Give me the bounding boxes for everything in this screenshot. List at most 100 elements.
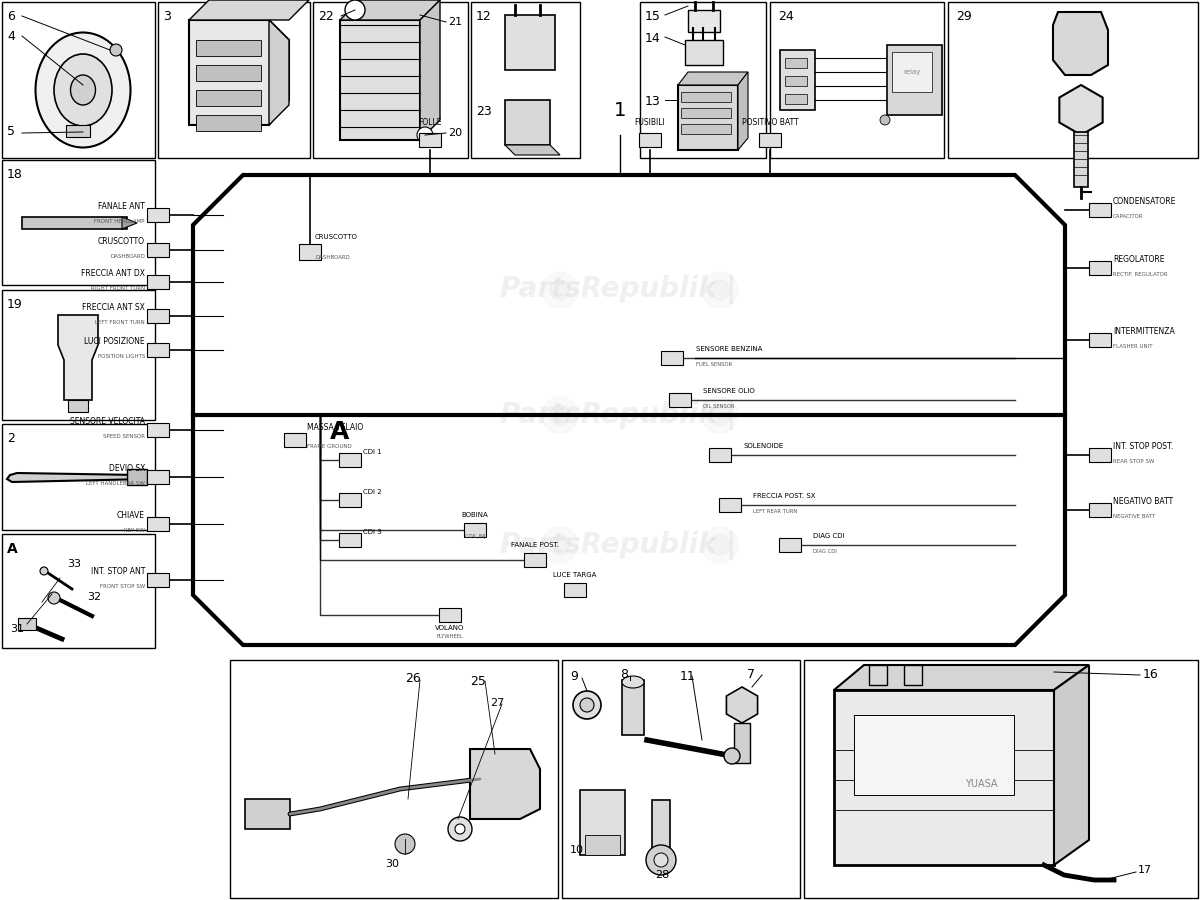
Bar xyxy=(196,115,262,131)
Text: 20: 20 xyxy=(448,128,462,138)
Text: SENSORE OLIO: SENSORE OLIO xyxy=(703,388,755,394)
Bar xyxy=(682,92,731,102)
Text: INT. STOP POST.: INT. STOP POST. xyxy=(1114,442,1174,451)
Circle shape xyxy=(448,817,472,841)
Bar xyxy=(892,52,932,92)
Text: 11: 11 xyxy=(680,670,696,683)
Bar xyxy=(2,160,155,285)
Polygon shape xyxy=(738,72,748,150)
Circle shape xyxy=(346,0,365,20)
Bar xyxy=(688,10,720,32)
Text: BOBINA: BOBINA xyxy=(462,512,488,518)
Text: 21: 21 xyxy=(448,17,462,27)
Polygon shape xyxy=(834,665,1090,690)
Bar xyxy=(804,660,1198,898)
Bar xyxy=(760,133,781,147)
Text: 16: 16 xyxy=(1142,668,1159,681)
Text: 26: 26 xyxy=(406,672,421,685)
Text: LEFT FRONT TURN: LEFT FRONT TURN xyxy=(95,320,145,325)
Text: NEGATIVO BATT: NEGATIVO BATT xyxy=(1114,497,1174,506)
Bar xyxy=(661,351,683,365)
Text: 32: 32 xyxy=(88,592,101,602)
Text: LUCE TARGA: LUCE TARGA xyxy=(553,572,596,578)
Bar xyxy=(148,343,169,357)
Text: POSITION LIGHTS: POSITION LIGHTS xyxy=(97,354,145,359)
Bar xyxy=(419,133,442,147)
Bar xyxy=(785,94,808,104)
Bar xyxy=(299,244,322,260)
Bar xyxy=(340,493,361,507)
Bar xyxy=(1090,203,1111,217)
Bar xyxy=(148,517,169,531)
Circle shape xyxy=(542,527,578,563)
Bar xyxy=(66,125,90,137)
Text: 4: 4 xyxy=(7,30,14,43)
Circle shape xyxy=(646,845,676,875)
Bar xyxy=(439,608,461,622)
Text: 17: 17 xyxy=(1138,865,1152,875)
Text: FRECCIA ANT SX: FRECCIA ANT SX xyxy=(82,303,145,312)
Polygon shape xyxy=(190,0,310,20)
Text: DASHBOARD: DASHBOARD xyxy=(110,254,145,259)
Polygon shape xyxy=(1054,12,1108,75)
Text: REAR STOP SW: REAR STOP SW xyxy=(1114,459,1154,464)
Ellipse shape xyxy=(71,75,96,105)
Text: A: A xyxy=(7,542,18,556)
Text: 14: 14 xyxy=(646,32,661,45)
Polygon shape xyxy=(505,15,554,70)
Text: 7: 7 xyxy=(746,668,755,681)
Polygon shape xyxy=(505,145,560,155)
Bar xyxy=(18,618,36,630)
Text: DIAG CDI: DIAG CDI xyxy=(814,533,845,539)
Text: relay: relay xyxy=(904,69,920,75)
Bar xyxy=(148,275,169,289)
Text: CDI 3: CDI 3 xyxy=(364,529,382,535)
Text: 29: 29 xyxy=(956,10,972,23)
Text: CDI 2: CDI 2 xyxy=(364,489,382,495)
Polygon shape xyxy=(1054,665,1090,865)
Bar xyxy=(869,665,887,685)
Text: CRUSCOTTO: CRUSCOTTO xyxy=(98,237,145,246)
Text: 8: 8 xyxy=(620,668,628,681)
Bar xyxy=(148,208,169,222)
Text: 27: 27 xyxy=(490,698,504,708)
Text: 31: 31 xyxy=(10,624,24,634)
Text: 25: 25 xyxy=(470,675,486,688)
Text: 10: 10 xyxy=(570,845,584,855)
Bar xyxy=(340,453,361,467)
Bar xyxy=(1090,333,1111,347)
Polygon shape xyxy=(470,749,540,819)
Bar xyxy=(284,433,306,447)
Circle shape xyxy=(710,405,730,425)
Bar xyxy=(148,309,169,323)
Text: 30: 30 xyxy=(385,859,398,869)
Bar xyxy=(562,660,800,898)
Polygon shape xyxy=(190,20,289,125)
Text: KEY SW: KEY SW xyxy=(124,528,145,533)
Polygon shape xyxy=(58,315,98,400)
Text: 2: 2 xyxy=(7,432,14,445)
Circle shape xyxy=(654,853,668,867)
Bar xyxy=(734,723,750,763)
Bar xyxy=(196,65,262,81)
Text: 24: 24 xyxy=(778,10,793,23)
Bar xyxy=(148,423,169,437)
Text: RECTIF. REGULATOR: RECTIF. REGULATOR xyxy=(1114,272,1168,277)
Text: FLYWHEEL: FLYWHEEL xyxy=(437,634,463,639)
Text: SOLENOIDE: SOLENOIDE xyxy=(743,443,784,449)
Bar xyxy=(682,124,731,134)
Text: CHIAVE: CHIAVE xyxy=(118,511,145,520)
Text: NEGATIVE BATT: NEGATIVE BATT xyxy=(1114,514,1156,519)
Text: 12: 12 xyxy=(476,10,492,23)
Text: FRONT HEADLAMP: FRONT HEADLAMP xyxy=(95,219,145,224)
Bar xyxy=(68,400,88,412)
Text: MASSA TELAIO: MASSA TELAIO xyxy=(307,423,364,432)
Bar xyxy=(785,58,808,68)
Polygon shape xyxy=(122,217,137,229)
Bar xyxy=(780,50,815,110)
Bar xyxy=(22,217,127,229)
Bar xyxy=(586,835,620,855)
Circle shape xyxy=(702,527,738,563)
Circle shape xyxy=(710,280,730,300)
Text: 23: 23 xyxy=(476,105,492,118)
